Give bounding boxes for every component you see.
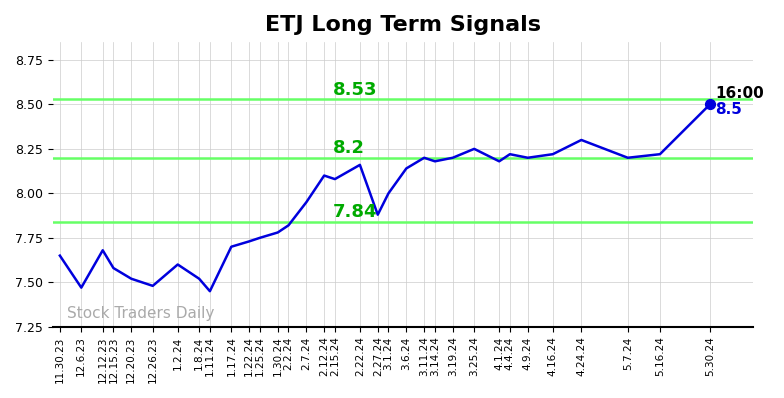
Text: 8.2: 8.2 <box>333 139 365 157</box>
Text: 8.5: 8.5 <box>715 102 742 117</box>
Text: 7.84: 7.84 <box>333 203 377 221</box>
Text: 8.53: 8.53 <box>333 81 377 99</box>
Point <box>704 101 717 107</box>
Title: ETJ Long Term Signals: ETJ Long Term Signals <box>265 15 541 35</box>
Text: 16:00: 16:00 <box>715 86 764 101</box>
Text: Stock Traders Daily: Stock Traders Daily <box>67 306 214 322</box>
